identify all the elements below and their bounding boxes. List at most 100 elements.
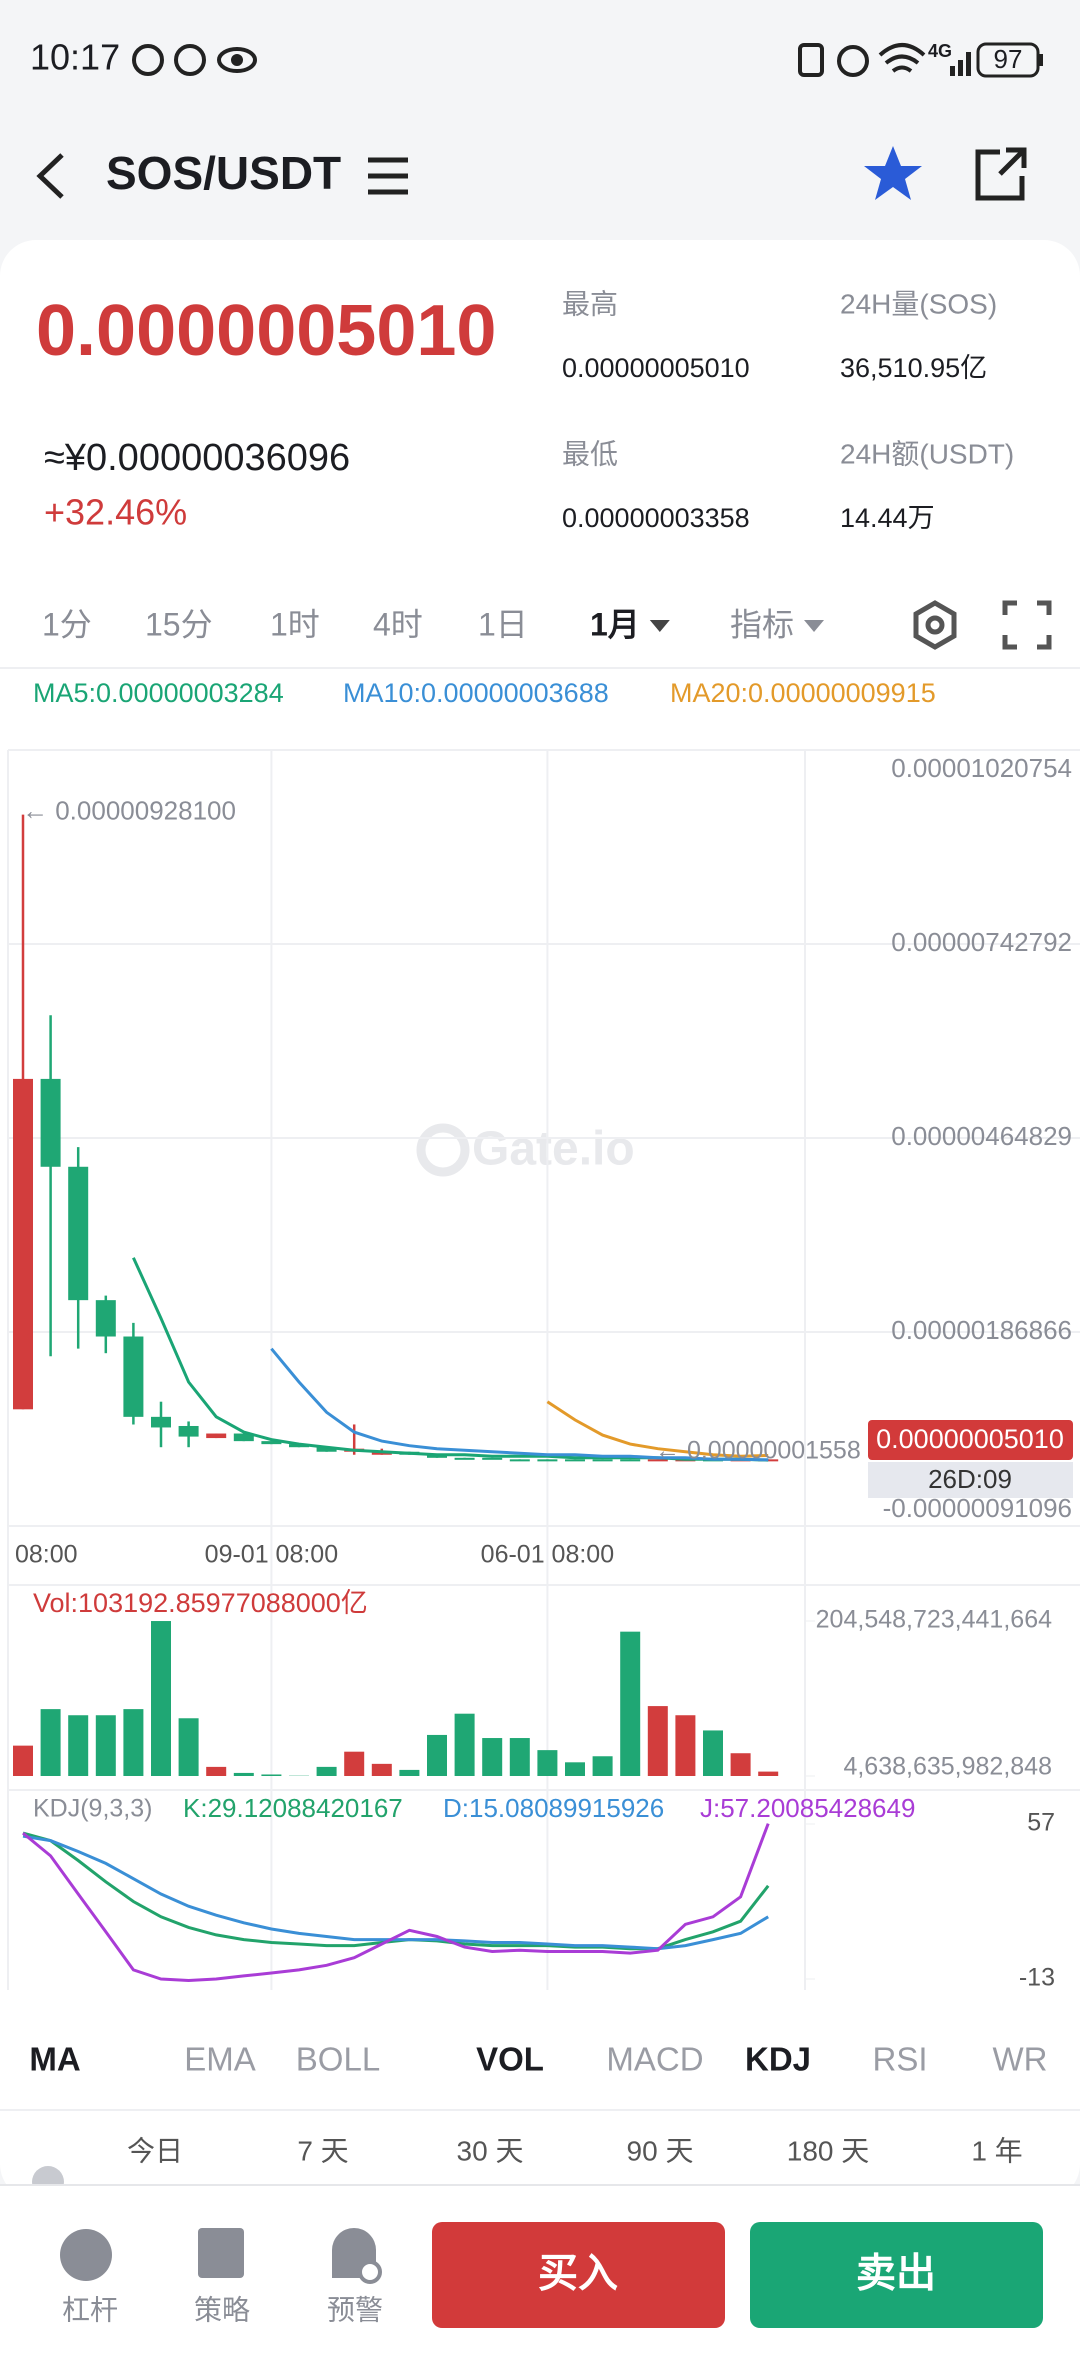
settings-icon[interactable] — [913, 600, 957, 650]
buy-button[interactable] — [432, 2222, 725, 2328]
share-button[interactable] — [975, 147, 1027, 201]
pair-title[interactable]: SOS/USDT — [106, 147, 341, 199]
buy-label[interactable]: 买入 — [538, 2252, 618, 2296]
x-tick-label: 08:00 — [15, 1541, 78, 1569]
sell-button[interactable] — [750, 2222, 1043, 2328]
indicator-tab[interactable]: EMA — [184, 2041, 256, 2078]
last-price: 0.0000005010 — [36, 291, 496, 371]
candle-body — [289, 1444, 309, 1448]
y-tick-label: 0.00000742792 — [891, 927, 1072, 957]
low-label: 最低 — [562, 438, 618, 469]
price-tag-label: 0.00000005010 — [876, 1424, 1064, 1454]
volume-bar — [261, 1774, 282, 1776]
y-tick-label: 204,548,723,441,664 — [816, 1606, 1052, 1634]
volume-bar — [316, 1766, 337, 1776]
kdj-legend: KDJ(9,3,3) — [33, 1795, 152, 1823]
candle-body — [206, 1433, 227, 1439]
price-change: +32.46% — [44, 492, 187, 533]
y-tick-label: 4,638,635,982,848 — [843, 1753, 1052, 1781]
interval-tab[interactable]: 4时 — [373, 606, 423, 642]
volume-bar — [565, 1762, 585, 1776]
interval-tab[interactable]: 1时 — [270, 606, 320, 642]
high-label: 最高 — [562, 288, 618, 319]
price-cny: ≈¥0.00000036096 — [44, 437, 350, 479]
candle-body — [620, 1459, 641, 1462]
volume-bar — [151, 1621, 171, 1776]
indicator-tab[interactable]: KDJ — [745, 2041, 811, 2078]
volume-bar — [68, 1715, 89, 1776]
candle-body — [95, 1300, 116, 1337]
candle-body — [13, 1078, 33, 1410]
interval-tab[interactable]: 15分 — [145, 606, 213, 642]
indicator-tab[interactable]: WR — [993, 2041, 1048, 2078]
volume-bar — [730, 1753, 751, 1776]
kdj-legend: D:15.08089915926 — [443, 1793, 664, 1823]
high-value: 0.00000005010 — [562, 353, 750, 383]
range-tab[interactable]: 30 天 — [457, 2135, 524, 2166]
x-tick-label: 06-01 08:00 — [481, 1541, 614, 1569]
volume-bar — [178, 1718, 199, 1776]
candle-body — [565, 1459, 585, 1462]
candle-body — [371, 1451, 392, 1455]
low-value: 0.00000003358 — [562, 503, 750, 533]
nav-label[interactable]: 预警 — [327, 2294, 383, 2325]
pair-menu[interactable] — [368, 157, 408, 195]
candle-body — [316, 1447, 337, 1452]
back-button[interactable] — [36, 153, 64, 199]
watermark: Gate.io — [472, 1123, 635, 1176]
range-tab[interactable]: 180 天 — [787, 2135, 870, 2166]
candle-body — [123, 1336, 144, 1417]
amount-label: 24H额(USDT) — [840, 438, 1014, 469]
volume-label: 24H量(SOS) — [840, 288, 997, 319]
candle-body — [68, 1166, 89, 1301]
price-tag — [868, 1420, 1073, 1460]
volume-bar — [344, 1751, 365, 1776]
battery-level: 97 — [994, 44, 1023, 74]
interval-tab[interactable]: 指标 — [730, 606, 794, 642]
indicator-tab[interactable]: BOLL — [296, 2041, 380, 2078]
range-tab[interactable]: 7 天 — [297, 2135, 348, 2166]
kdj-legend: K:29.12088420167 — [183, 1793, 403, 1823]
indicator-tab[interactable]: VOL — [476, 2041, 544, 2078]
volume-bar — [620, 1631, 641, 1776]
signal — [950, 52, 971, 76]
nav-label[interactable]: 杠杆 — [62, 2294, 118, 2325]
range-tab[interactable]: 90 天 — [627, 2135, 694, 2166]
indicator-tab[interactable]: MA — [29, 2041, 80, 2078]
countdown-tag — [868, 1462, 1073, 1498]
fullscreen-icon[interactable] — [1002, 600, 1052, 650]
candle-body — [40, 1078, 61, 1167]
y-tick-label: 0.00000186866 — [891, 1315, 1072, 1345]
volume-value: 36,510.95亿 — [840, 353, 987, 383]
volume-bar — [592, 1756, 613, 1776]
countdown: 26D:09 — [928, 1464, 1012, 1494]
min-label: ← 0.00000001558 — [655, 1437, 861, 1465]
interval-tab[interactable]: 1分 — [42, 606, 92, 642]
range-tab[interactable]: 今日 — [127, 2135, 183, 2166]
interval-tab[interactable]: 1日 — [478, 606, 528, 642]
favorite-star[interactable] — [864, 146, 922, 200]
candle-body — [482, 1457, 503, 1460]
interval-tab[interactable]: 1月 — [590, 606, 640, 642]
indicator-tab[interactable]: RSI — [872, 2041, 927, 2078]
ma-legend: MA10:0.00000003688 — [343, 678, 609, 708]
candle-body — [233, 1433, 254, 1442]
volume-bar — [233, 1772, 254, 1776]
card — [0, 240, 1080, 2200]
nav-label[interactable]: 策略 — [194, 2294, 250, 2325]
dropdown-arrow — [649, 620, 670, 632]
y-tick-label: -13 — [1019, 1964, 1055, 1992]
candle-body — [758, 1459, 779, 1462]
volume-bar — [427, 1734, 447, 1776]
volume-bar — [482, 1738, 503, 1776]
status-icons — [132, 43, 926, 77]
range-tab[interactable]: 1 年 — [971, 2135, 1022, 2166]
indicator-tab[interactable]: MACD — [606, 2041, 703, 2078]
sell-label[interactable]: 卖出 — [856, 2252, 936, 2296]
volume-bar — [123, 1709, 144, 1776]
kdj-line — [22, 1823, 770, 1983]
y-tick-label: 0.00001020754 — [891, 753, 1072, 783]
volume-bar — [703, 1730, 723, 1776]
candle-body — [261, 1441, 282, 1445]
